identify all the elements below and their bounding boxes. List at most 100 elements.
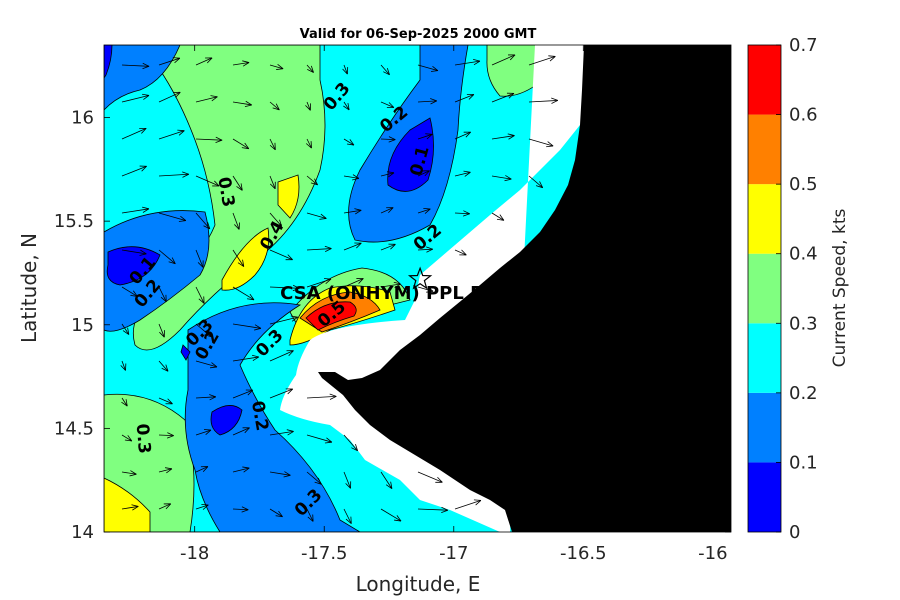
current-arrow-head — [287, 254, 293, 260]
colorbar-label: Current Speed, kts — [830, 209, 850, 368]
current-arrow-head — [252, 356, 260, 361]
x-axis-label: Longitude, E — [356, 572, 481, 596]
current-arrow — [343, 508, 352, 524]
x-tick-label: -16.5 — [560, 543, 607, 564]
y-tick-label: 14.5 — [54, 418, 94, 439]
current-arrow-head — [245, 100, 252, 106]
current-arrow-head — [202, 466, 209, 472]
current-arrow-head — [206, 57, 213, 64]
current-arrow — [195, 96, 218, 103]
current-arrow — [195, 504, 209, 510]
colorbar-segment — [748, 45, 781, 115]
current-arrow-head — [548, 55, 556, 57]
current-arrow — [195, 212, 211, 230]
current-arrow-head — [473, 59, 481, 62]
colorbar-tick-label: 0.4 — [789, 244, 818, 265]
current-arrow — [306, 212, 327, 219]
colorbar-tick-label: 0.3 — [789, 313, 818, 334]
current-arrow-head — [141, 128, 147, 134]
current-arrow-head — [349, 139, 355, 146]
current-arrow-head — [197, 262, 204, 268]
current-arrow-head — [287, 388, 293, 395]
current-arrow-head — [241, 506, 249, 511]
contour-label: 0.3 — [132, 423, 155, 455]
current-arrow-head — [122, 330, 130, 335]
current-arrow-head — [242, 60, 250, 63]
current-arrow-head — [314, 178, 318, 186]
colorbar-segment — [748, 114, 781, 185]
current-arrow-head — [310, 182, 318, 186]
current-arrow-head — [277, 64, 284, 70]
current-arrow-head — [465, 131, 471, 138]
current-arrow-head — [343, 105, 350, 111]
current-arrow-head — [159, 331, 165, 338]
current-arrow — [491, 175, 512, 180]
current-arrow-head — [426, 248, 433, 253]
current-arrow — [195, 429, 212, 436]
current-arrow-head — [166, 468, 173, 474]
current-arrow-head — [287, 431, 294, 436]
current-arrow-head — [174, 57, 181, 64]
current-arrow-head — [254, 324, 262, 329]
current-arrow-head — [283, 474, 291, 478]
current-arrow-head — [356, 242, 362, 249]
current-arrow-head — [211, 362, 218, 368]
current-arrow — [306, 278, 332, 288]
current-arrow-head — [386, 67, 390, 75]
current-arrow-head — [205, 429, 212, 435]
current-arrow-head — [464, 171, 471, 177]
current-arrow-head — [211, 96, 218, 102]
current-arrow-head — [142, 208, 150, 213]
current-arrow — [454, 500, 482, 510]
current-arrow — [269, 101, 280, 111]
current-arrow-head — [509, 54, 516, 61]
current-arrow — [121, 360, 126, 371]
current-arrow — [528, 175, 543, 188]
current-arrow — [306, 138, 312, 149]
current-arrow — [269, 286, 300, 289]
current-arrow-head — [215, 136, 223, 141]
current-arrow-head — [286, 429, 294, 432]
y-tick-label: 15 — [71, 315, 94, 336]
current-arrow-head — [165, 503, 172, 510]
current-arrow-head — [346, 143, 354, 146]
current-arrow — [306, 175, 318, 186]
current-arrow-head — [426, 290, 434, 293]
current-arrow-head — [234, 224, 240, 230]
colorbar-segment — [748, 392, 781, 463]
current-arrow — [121, 471, 137, 475]
land-mass — [318, 45, 731, 532]
current-arrow-head — [426, 246, 433, 250]
current-arrow-head — [275, 222, 282, 227]
current-arrow-head — [203, 429, 211, 431]
current-arrow — [121, 64, 150, 67]
current-arrow — [380, 101, 395, 108]
current-arrow — [121, 95, 150, 103]
current-arrow — [380, 471, 393, 489]
current-arrow — [417, 100, 437, 103]
current-arrow-head — [355, 443, 358, 451]
current-arrow — [417, 133, 433, 140]
current-arrow — [158, 212, 186, 222]
current-arrow — [195, 138, 223, 141]
current-arrow — [454, 94, 475, 103]
current-arrow-head — [236, 186, 243, 191]
current-arrow-head — [424, 170, 430, 177]
current-arrow-head — [142, 206, 150, 210]
colorbar-segment — [748, 323, 781, 393]
current-arrow — [380, 243, 396, 251]
current-arrow — [195, 396, 216, 399]
current-arrow-head — [139, 253, 147, 256]
current-arrow-head — [546, 145, 554, 148]
current-arrow-head — [329, 393, 337, 397]
station-star-icon — [407, 266, 433, 290]
current-arrow-head — [178, 220, 186, 222]
current-arrow-head — [241, 147, 249, 150]
y-tick-label: 14 — [71, 522, 94, 543]
current-arrow-head — [427, 286, 434, 292]
current-arrow-head — [125, 399, 128, 407]
current-arrow — [195, 249, 204, 268]
x-tick-label: -17.5 — [301, 543, 348, 564]
current-arrow — [195, 323, 212, 338]
